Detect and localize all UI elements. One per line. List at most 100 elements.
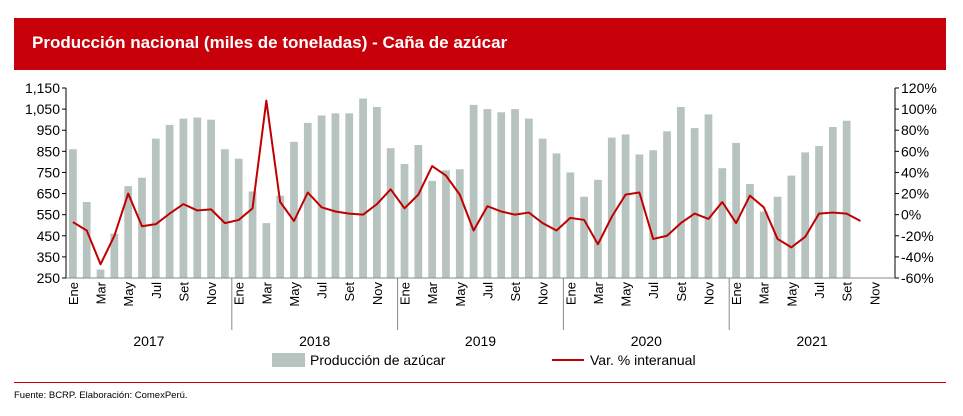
bar: [676, 107, 685, 278]
bar: [276, 195, 285, 278]
bar: [566, 172, 575, 278]
bar: [442, 170, 450, 278]
month-label: Mar: [94, 281, 109, 304]
y-right-tick-label: 120%: [901, 80, 937, 96]
bar: [373, 107, 381, 278]
bar: [635, 154, 644, 278]
axes: 1,150 1,050 950 850 750 650 550 450 350 250 120% 10…: [25, 80, 937, 349]
year-label: 2019: [465, 333, 496, 349]
month-label: May: [619, 282, 634, 307]
bar: [690, 128, 699, 278]
month-label: Ene: [232, 282, 247, 305]
month-label: Set: [342, 282, 357, 302]
bar: [580, 196, 588, 278]
bar: [151, 138, 160, 278]
legend-label-bars: Producción de azúcar: [310, 352, 446, 368]
month-label: Nov: [867, 282, 882, 306]
year-label: 2021: [797, 333, 828, 349]
month-label: May: [121, 282, 136, 307]
y-left-tick-label: 250: [37, 270, 61, 286]
bar: [552, 153, 561, 278]
bar: [511, 109, 519, 278]
bar: [359, 98, 367, 278]
y-left-tick-label: 750: [37, 164, 61, 180]
month-label: Ene: [66, 282, 81, 305]
month-label: Jul: [315, 282, 330, 299]
y-right-tick-label: -40%: [901, 249, 934, 265]
bar: [469, 104, 478, 278]
bar: [110, 233, 119, 278]
month-label: Set: [674, 282, 689, 302]
bar: [704, 114, 713, 278]
bar: [732, 142, 740, 278]
month-label: May: [784, 282, 799, 307]
bar: [165, 124, 174, 278]
bar: [124, 186, 133, 278]
bar: [69, 149, 77, 278]
footer-rule: [14, 382, 946, 383]
month-label: Nov: [701, 282, 716, 306]
bar: [621, 134, 630, 278]
bar: [497, 112, 506, 278]
bar: [594, 179, 602, 278]
bar: [524, 118, 533, 278]
bar: [303, 122, 312, 278]
bar: [663, 131, 671, 278]
month-label: May: [453, 281, 468, 306]
month-label: Nov: [204, 282, 219, 306]
bar: [248, 191, 257, 278]
bar: [607, 137, 616, 278]
y-right-tick-label: 40%: [901, 164, 929, 180]
y-right-tick-label: 60%: [901, 143, 929, 159]
legend-swatch-bars: [272, 353, 305, 367]
bar: [400, 164, 409, 278]
month-label: Set: [508, 282, 523, 302]
month-label: Set: [176, 282, 191, 302]
month-label: Ene: [729, 282, 744, 305]
month-label: Jul: [149, 282, 164, 299]
bar: [455, 169, 464, 278]
month-label: Jul: [480, 282, 495, 299]
bar: [193, 117, 202, 278]
y-right-tick-label: 80%: [901, 122, 929, 138]
y-left-tick-label: 550: [37, 207, 61, 223]
y-right-tick-label: -60%: [901, 270, 934, 286]
y-left-tick-label: 850: [37, 143, 61, 159]
bar: [138, 177, 146, 278]
y-left-tick-label: 950: [37, 122, 61, 138]
bar: [386, 148, 395, 278]
y-right-tick-label: 20%: [901, 186, 929, 202]
month-label: Nov: [370, 282, 385, 306]
chart-header: Producción nacional (miles de toneladas)…: [14, 18, 946, 70]
bar: [649, 150, 658, 278]
series-line-var-interanual: [72, 99, 861, 266]
bar: [179, 118, 188, 278]
bar: [331, 113, 340, 278]
source-note: Fuente: BCRP. Elaboración: ComexPerú.: [14, 390, 188, 401]
bar: [483, 109, 492, 278]
month-label: Set: [840, 282, 855, 302]
month-label: Mar: [425, 281, 440, 304]
bar: [290, 141, 298, 278]
bar: [842, 120, 851, 278]
bar: [801, 152, 810, 278]
bar: [828, 127, 837, 278]
month-label: Mar: [259, 281, 274, 304]
bar: [414, 145, 423, 278]
y-left-tick-label: 350: [37, 249, 61, 265]
bar: [221, 149, 229, 278]
bar: [317, 115, 326, 278]
bar: [82, 202, 91, 278]
y-right-tick-label: 100%: [901, 101, 937, 117]
month-label: Ene: [398, 282, 413, 305]
year-label: 2020: [631, 333, 662, 349]
y-left-tick-label: 1,050: [25, 101, 60, 117]
month-label: Mar: [757, 281, 772, 304]
chart-canvas: 1,150 1,050 950 850 750 650 550 450 350 250 120% 10…: [25, 80, 937, 368]
bar: [234, 158, 243, 278]
bar: [759, 211, 768, 278]
bar: [815, 146, 823, 278]
chart-title: Producción nacional (miles de toneladas)…: [32, 33, 508, 52]
bar: [262, 223, 271, 278]
